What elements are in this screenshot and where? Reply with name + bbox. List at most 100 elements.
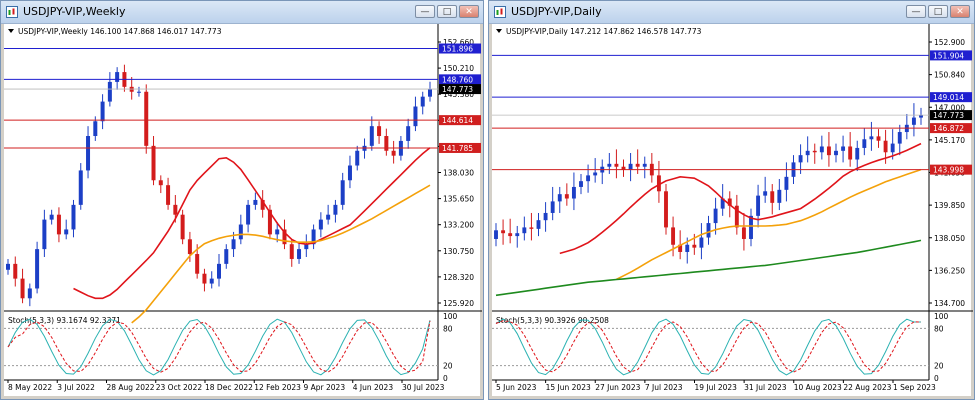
- time-tick-label: 4 Jun 2023: [353, 383, 394, 392]
- candle-body: [770, 191, 775, 203]
- moving-average-line: [495, 239, 922, 297]
- level-price-label: 143.998: [933, 166, 964, 175]
- maximize-button[interactable]: □: [928, 5, 948, 18]
- time-tick-label: 30 Jul 2023: [402, 383, 445, 392]
- daily-plot-area[interactable]: 152.900150.840147.000145.170141.650139.8…: [492, 24, 973, 398]
- level-price-label: 148.760: [442, 75, 473, 84]
- level-price-tag: [439, 43, 481, 54]
- candle-body: [267, 209, 272, 235]
- candle-body: [413, 106, 418, 127]
- candle-body: [897, 132, 902, 144]
- maximize-button[interactable]: □: [437, 5, 457, 18]
- chart-window-icon: [494, 6, 506, 18]
- candle-body: [326, 214, 331, 220]
- minimize-button[interactable]: —: [415, 5, 435, 18]
- candle-body: [890, 143, 895, 153]
- price-tick-label: 134.700: [934, 299, 965, 308]
- candle-body: [64, 229, 69, 235]
- stoch-tick-label: 80: [934, 324, 944, 333]
- level-price-tag: [930, 164, 972, 175]
- time-tick-label: 28 Aug 2022: [107, 383, 155, 392]
- candle-body: [685, 244, 690, 252]
- candle-body: [628, 163, 633, 170]
- candle-body: [27, 288, 32, 299]
- candle-body: [406, 126, 411, 141]
- candle-body: [564, 194, 569, 199]
- price-tick-label: 125.920: [443, 299, 474, 308]
- candle-body: [494, 230, 498, 239]
- candle-body: [195, 254, 200, 274]
- weekly-chart-svg[interactable]: 152.660150.210145.380142.930140.485138.0…: [4, 24, 482, 398]
- level-price-tag: [930, 92, 972, 103]
- moving-average-line: [131, 184, 431, 324]
- candle-body: [841, 146, 846, 151]
- price-tick-label: 152.660: [443, 38, 474, 47]
- dropdown-triangle-icon[interactable]: [496, 29, 502, 33]
- candle-body: [20, 278, 25, 299]
- chart-info-label: USDJPY-VIP,Weekly 146.100 147.868 146.01…: [18, 27, 222, 36]
- time-tick-label: 3 Jul 2022: [57, 383, 95, 392]
- candle-body: [136, 91, 141, 93]
- candle-body: [260, 199, 265, 210]
- candle-body: [78, 170, 83, 205]
- candle-body: [671, 227, 676, 245]
- candle-body: [529, 227, 534, 229]
- daily-chart-window[interactable]: USDJPY-VIP,Daily — □ ✕ 152.900 150.840 147…: [488, 0, 975, 400]
- chart-window-icon: [6, 6, 18, 18]
- level-price-tag: [930, 123, 972, 134]
- daily-title-bar[interactable]: USDJPY-VIP,Daily — □ ✕: [489, 1, 974, 24]
- current-price-tag: [439, 84, 481, 95]
- weekly-chart-window[interactable]: USDJPY-VIP,Weekly — □ ✕ 152.660 150.210 14…: [0, 0, 484, 400]
- candle-body: [812, 150, 817, 153]
- candle-body: [209, 278, 214, 284]
- candle-body: [427, 89, 433, 97]
- time-tick-label: 23 Oct 2022: [156, 383, 203, 392]
- dropdown-triangle-icon[interactable]: [8, 29, 14, 33]
- candle-body: [741, 227, 746, 239]
- candle-body: [340, 180, 345, 205]
- close-button[interactable]: ✕: [459, 5, 479, 18]
- candle-body: [151, 145, 156, 181]
- candle-body: [311, 229, 316, 245]
- candle-body: [692, 244, 697, 248]
- weekly-window-title: USDJPY-VIP,Weekly: [23, 5, 126, 18]
- candle-body: [876, 136, 881, 141]
- time-tick-label: 18 Dec 2022: [205, 383, 253, 392]
- candle-body: [834, 150, 838, 156]
- candle-body: [699, 237, 704, 248]
- time-tick-label: 27 Jun 2023: [595, 383, 640, 392]
- candle-body: [656, 175, 661, 192]
- time-tick-label: 10 Aug 2023: [794, 383, 842, 392]
- current-price-tag: [930, 110, 972, 121]
- candle-body: [333, 204, 338, 215]
- candle-body: [275, 229, 280, 235]
- candle-body: [420, 96, 425, 107]
- time-tick-label: 12 Feb 2023: [254, 383, 301, 392]
- daily-chart-svg[interactable]: 152.900150.840147.000145.170141.650139.8…: [492, 24, 973, 398]
- candle-body: [706, 223, 711, 238]
- candle-body: [158, 180, 163, 186]
- candle-body: [826, 146, 831, 156]
- level-price-tag: [930, 50, 972, 61]
- close-button[interactable]: ✕: [950, 5, 970, 18]
- weekly-plot-area[interactable]: 152.660150.210145.380142.930140.485138.0…: [4, 24, 482, 398]
- candle-body: [347, 165, 352, 181]
- candle-body: [377, 126, 382, 137]
- stoch-tick-label: 20: [443, 362, 453, 371]
- price-tick-label: 145.170: [934, 136, 965, 145]
- time-tick-label: 1 Sep 2023: [893, 383, 936, 392]
- stoch-tick-label: 100: [443, 312, 458, 321]
- candle-body: [42, 219, 47, 250]
- time-tick-label: 15 Jun 2023: [546, 383, 591, 392]
- candle-body: [720, 198, 725, 209]
- chart-info-label: USDJPY-VIP,Daily 147.212 147.862 146.578…: [506, 27, 702, 36]
- stoch-tick-label: 80: [443, 324, 453, 333]
- weekly-title-bar[interactable]: USDJPY-VIP,Weekly — □ ✕: [1, 1, 483, 24]
- candle-body: [756, 195, 761, 216]
- candle-body: [93, 121, 98, 137]
- candle-body: [49, 214, 54, 220]
- candle-body: [678, 244, 683, 252]
- candle-body: [593, 172, 598, 176]
- minimize-button[interactable]: —: [906, 5, 926, 18]
- candle-body: [224, 249, 229, 264]
